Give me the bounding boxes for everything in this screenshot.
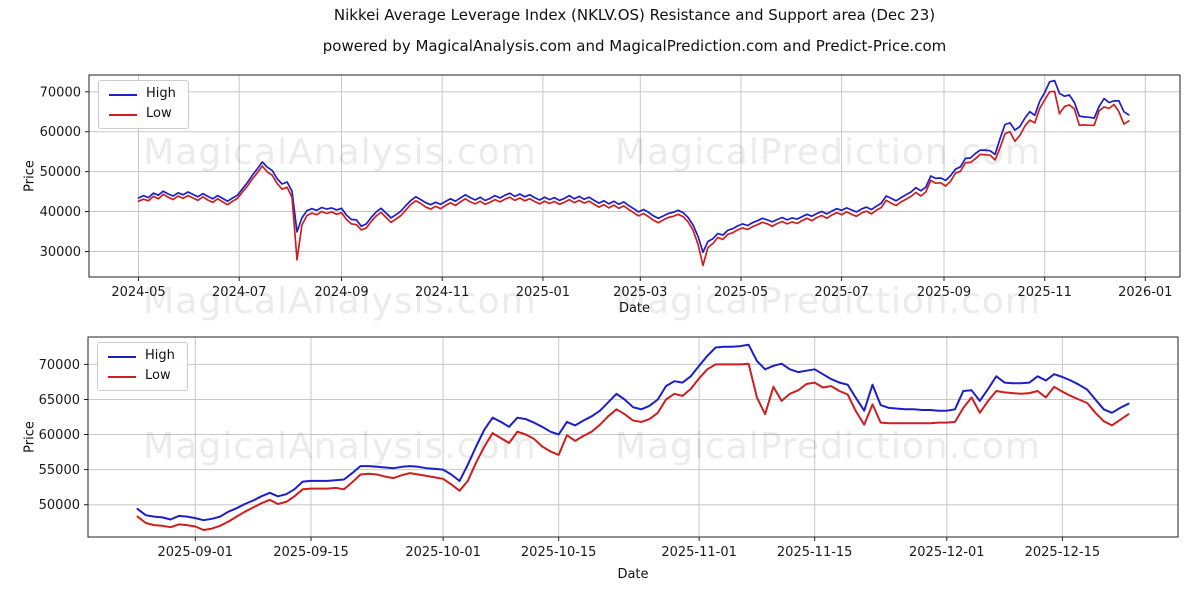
bottom-chart-spines <box>87 336 1179 538</box>
top-chart-low-line <box>137 90 1130 267</box>
low-line-swatch <box>108 375 136 378</box>
high-line-swatch <box>108 355 136 358</box>
top-chart-xtick-label: 2024-07 <box>212 285 266 300</box>
top-chart-xlabel: Date <box>618 301 651 316</box>
figure-subtitle: powered by MagicalAnalysis.com and Magic… <box>322 37 947 55</box>
bottom-chart-xtick-label: 2025-12-01 <box>909 545 985 560</box>
top-chart-xtick-label: 2024-09 <box>314 285 368 300</box>
top-chart-legend: High Low <box>98 80 189 129</box>
bottom-chart-ytick-label: 55000 <box>39 463 80 478</box>
top-chart-ylabel: Price <box>22 160 38 192</box>
legend-label-low: Low <box>146 106 172 121</box>
top-chart-xtick-label: 2024-05 <box>111 285 165 300</box>
bottom-chart-ytick-label: 50000 <box>39 498 80 513</box>
top-chart-xtick-label: 2025-07 <box>814 285 868 300</box>
top-chart-xtick-label: 2025-05 <box>714 285 768 300</box>
low-line-swatch <box>109 113 137 116</box>
top-chart-xtick-label: 2026-01 <box>1118 285 1172 300</box>
bottom-chart-xtick-label: 2025-12-15 <box>1025 545 1101 560</box>
bottom-chart-ytick-label: 70000 <box>39 358 80 373</box>
top-chart-high-line <box>137 79 1130 254</box>
top-chart-xtick-label: 2025-03 <box>613 285 667 300</box>
top-chart-spines <box>88 74 1181 278</box>
legend-label-high: High <box>146 86 176 101</box>
legend-entry-high: High <box>108 348 175 363</box>
bottom-chart-xtick-label: 2025-10-01 <box>405 545 481 560</box>
watermark-magicalanalysis: MagicalAnalysis.com <box>143 132 536 173</box>
bottom-chart-xtick-label: 2025-09-15 <box>273 545 349 560</box>
bottom-chart-xlabel: Date <box>617 567 649 582</box>
top-chart-xtick-label: 2025-09 <box>917 285 971 300</box>
bottom-chart-ytick-label: 60000 <box>39 428 80 443</box>
legend-entry-low: Low <box>108 368 175 383</box>
bottom-chart-xtick-label: 2025-09-01 <box>158 545 234 560</box>
top-chart-ytick-label: 60000 <box>40 125 81 140</box>
bottom-chart-ytick-label: 65000 <box>39 393 80 408</box>
top-chart-xtick-label: 2025-11 <box>1018 285 1072 300</box>
bottom-chart-xtick-label: 2025-11-15 <box>777 545 853 560</box>
figure-title: Nikkei Average Leverage Index (NKLV.OS) … <box>333 6 936 24</box>
bottom-chart-low-line <box>136 362 1130 531</box>
watermark-magicalprediction: MagicalPrediction.com <box>615 426 1041 467</box>
watermark-magicalanalysis: MagicalAnalysis.com <box>143 281 536 322</box>
top-chart-ytick-label: 40000 <box>40 205 81 220</box>
top-chart-ytick-label: 50000 <box>40 165 81 180</box>
watermark-magicalprediction: MagicalPrediction.com <box>615 281 1041 322</box>
bottom-chart-xtick-label: 2025-11-01 <box>661 545 737 560</box>
watermark-magicalprediction: MagicalPrediction.com <box>615 132 1041 173</box>
high-line-swatch <box>109 93 137 96</box>
legend-entry-high: High <box>109 86 176 101</box>
top-chart-ytick-label: 70000 <box>40 85 81 100</box>
top-chart-xtick-label: 2025-01 <box>516 285 570 300</box>
legend-label-high: High <box>145 348 175 363</box>
legend-label-low: Low <box>145 368 171 383</box>
top-chart-xtick-label: 2024-11 <box>415 285 469 300</box>
bottom-chart-ylabel: Price <box>22 421 38 453</box>
legend-entry-low: Low <box>109 106 176 121</box>
bottom-chart-high-line <box>136 343 1130 522</box>
top-chart-ytick-label: 30000 <box>40 245 81 260</box>
bottom-chart-legend: High Low <box>97 342 188 391</box>
bottom-chart-xtick-label: 2025-10-15 <box>521 545 597 560</box>
